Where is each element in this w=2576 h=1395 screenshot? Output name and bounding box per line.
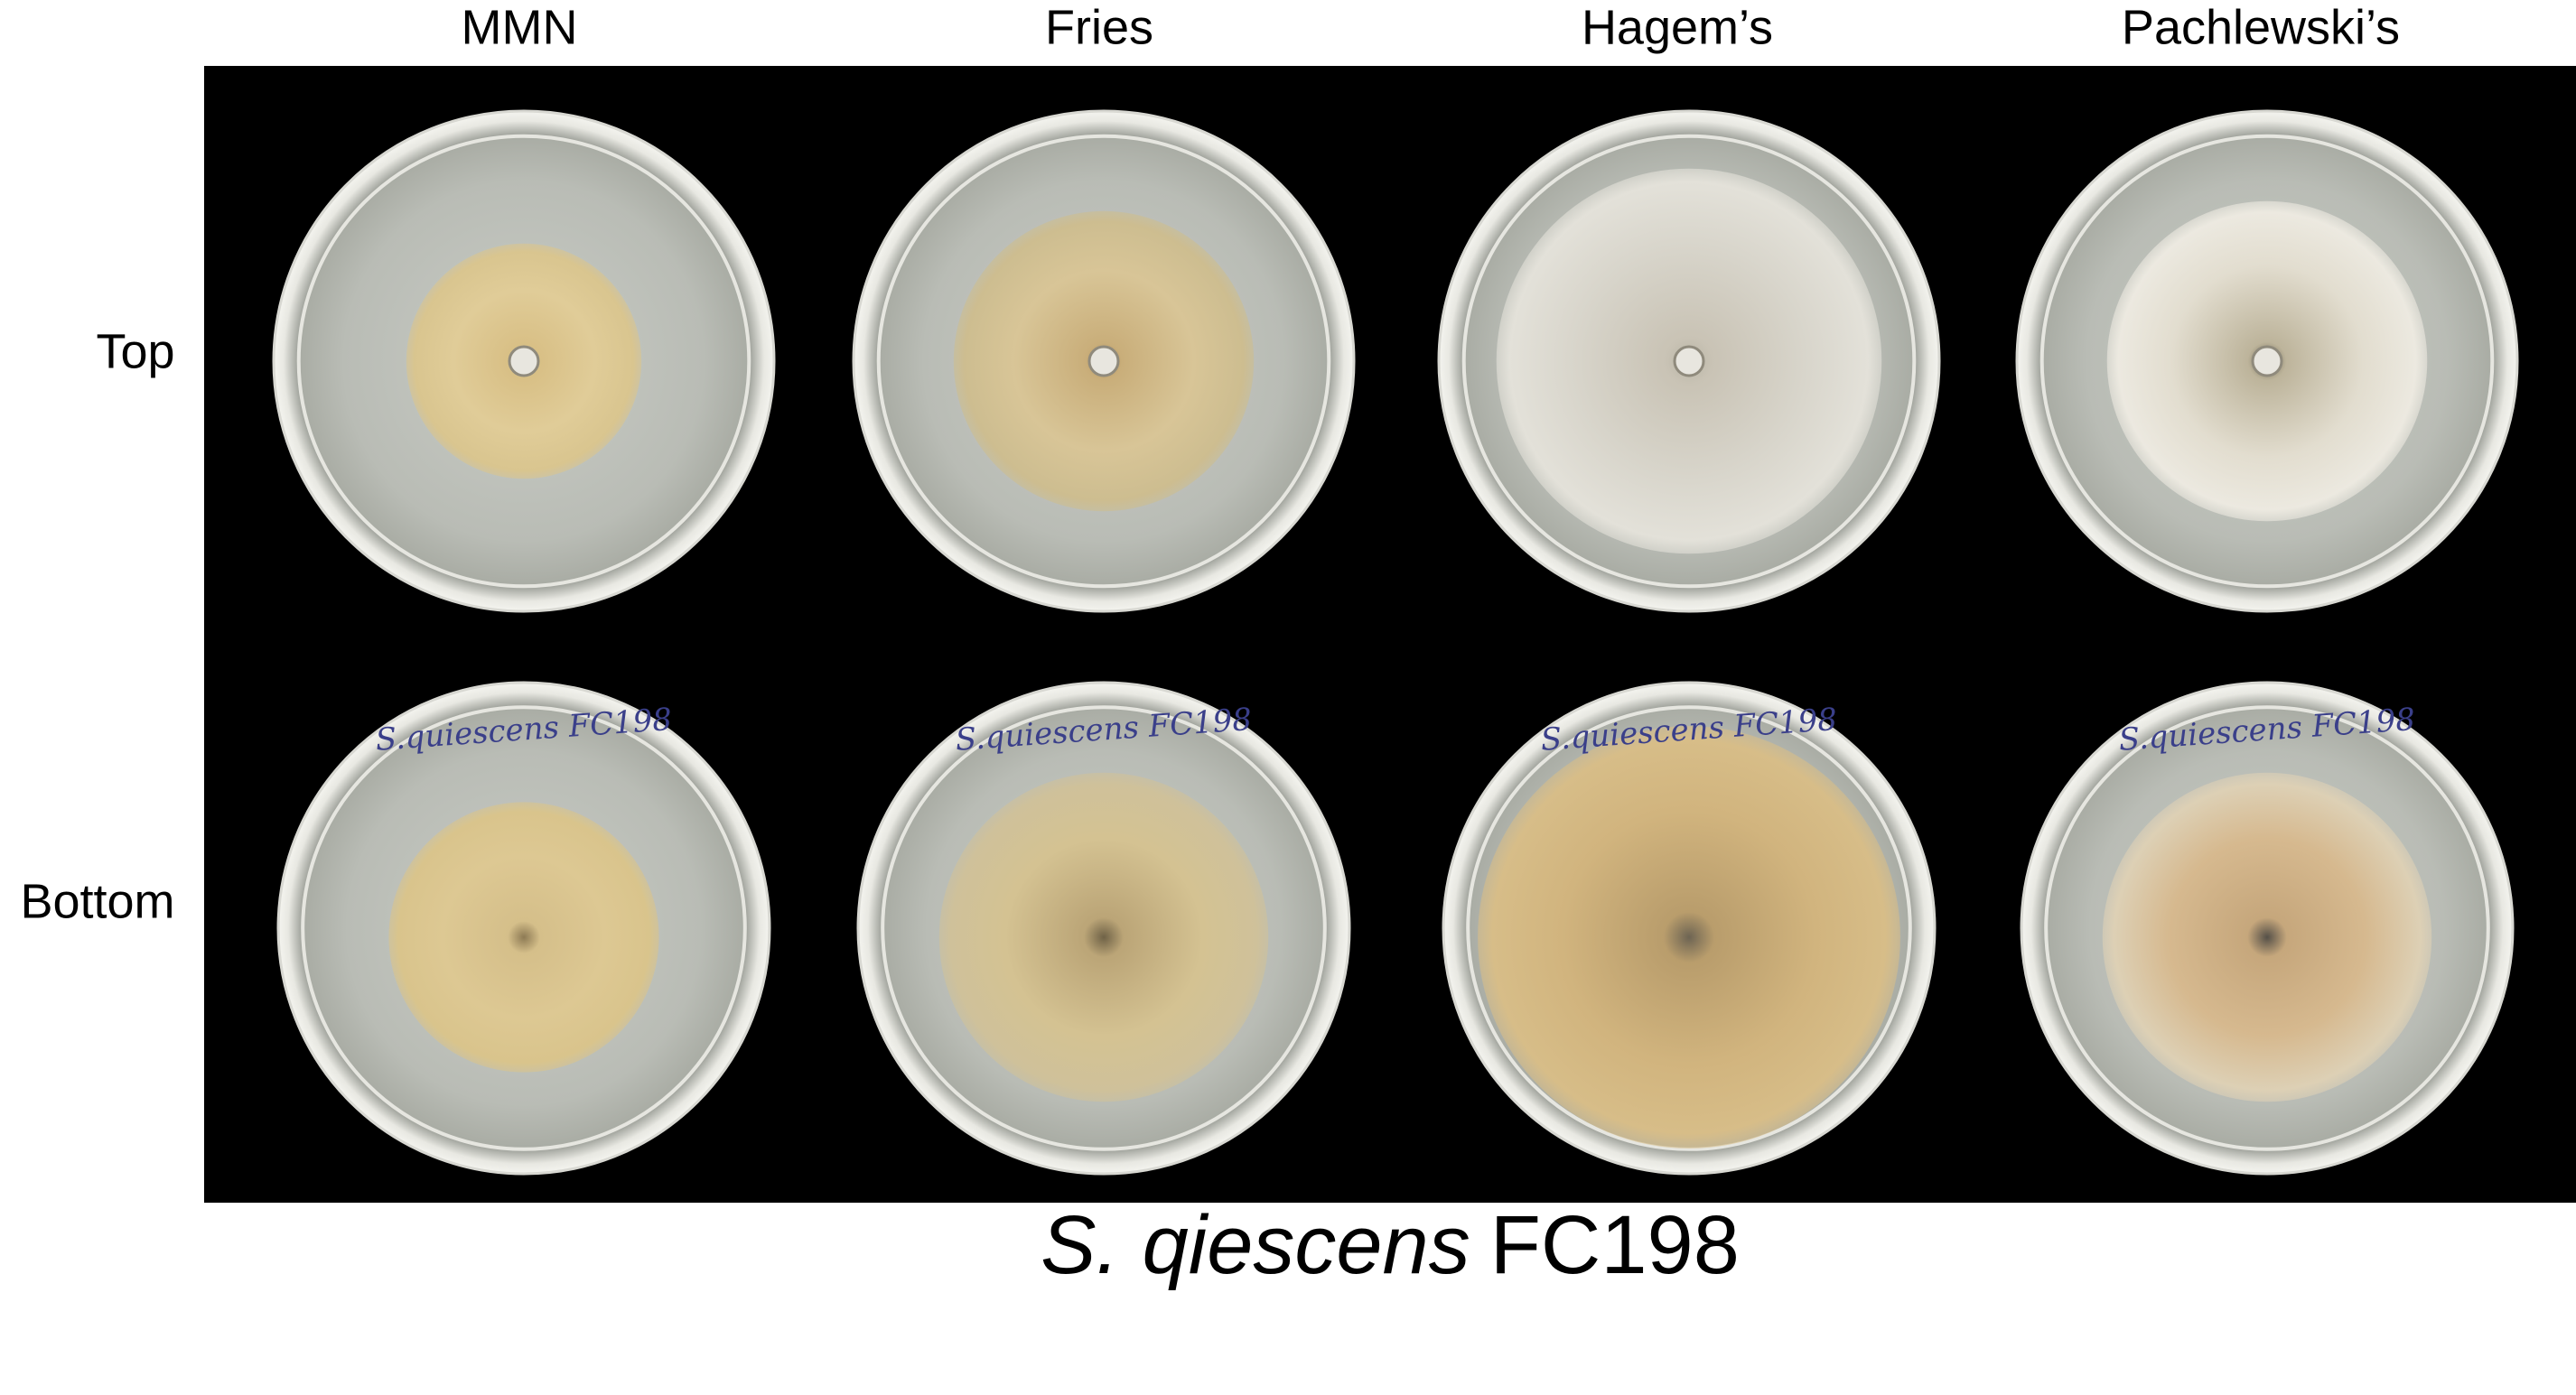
colony xyxy=(2102,772,2432,1102)
row-label: Top xyxy=(96,324,174,378)
colony xyxy=(938,772,1269,1102)
column-label: Hagem’s xyxy=(1582,0,1773,54)
column-label: Pachlewski’s xyxy=(2122,0,2400,54)
inoculum-plug xyxy=(1087,345,1120,377)
column-label: MMN xyxy=(462,0,578,54)
colony xyxy=(1478,726,1900,1149)
colony xyxy=(388,802,659,1073)
dishes: S.quiescens FC198 S.quiescens FC198 S.quie… xyxy=(272,109,2519,1176)
species-name: S. qiescens xyxy=(1041,1199,1470,1291)
caption: S. qiescens FC198 xyxy=(1041,1199,1740,1291)
inoculum-plug xyxy=(2251,345,2283,377)
inoculum-plug xyxy=(1673,345,1705,377)
column-label: Fries xyxy=(1045,0,1153,54)
strain-name: FC198 xyxy=(1490,1199,1740,1291)
row-label: Bottom xyxy=(20,874,174,928)
inoculum-plug xyxy=(508,345,540,377)
